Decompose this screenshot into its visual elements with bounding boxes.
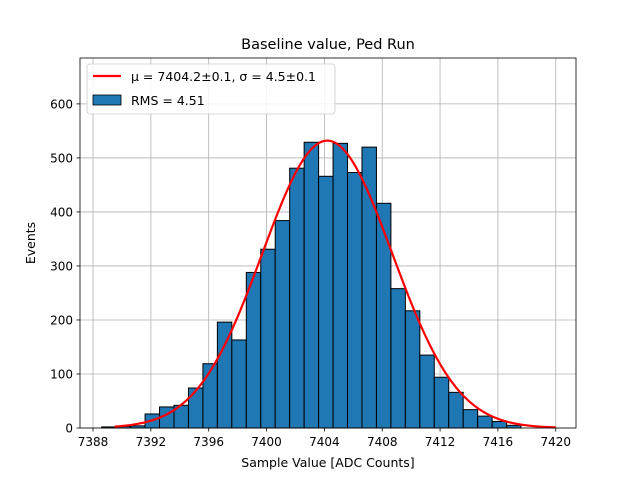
histogram-bar <box>361 146 377 429</box>
fit-curve <box>114 139 556 429</box>
histogram-bar <box>260 248 276 429</box>
histogram-bar <box>289 167 305 429</box>
histogram-bar <box>202 363 218 429</box>
histogram-bar <box>347 172 363 429</box>
histogram-bar <box>477 415 493 429</box>
histogram-bar <box>506 424 522 429</box>
histogram-bar <box>404 310 421 429</box>
histogram-bars <box>101 141 522 429</box>
x-tick-label: 7404 <box>309 435 340 449</box>
legend-box <box>86 63 336 115</box>
legend-histogram-swatch <box>92 94 122 106</box>
y-tick-label: 600 <box>50 97 73 111</box>
histogram-bar <box>448 391 464 429</box>
histogram-bar <box>390 288 406 429</box>
gaussian-fit <box>114 139 556 429</box>
histogram-bar <box>187 387 204 429</box>
y-tick-label: 100 <box>50 367 73 381</box>
y-tick-label: 200 <box>50 313 73 327</box>
histogram-bar <box>216 321 233 429</box>
x-tick-label: 7408 <box>367 435 398 449</box>
x-tick-label: 7412 <box>425 435 456 449</box>
y-tick-label: 300 <box>50 259 73 273</box>
histogram-bar <box>419 354 435 429</box>
histogram-bar <box>332 142 349 429</box>
legend-rms-label: RMS = 4.51 <box>131 93 205 108</box>
histogram-bar <box>318 175 334 429</box>
legend-fit-label: μ = 7404.2±0.1, σ = 4.5±0.1 <box>131 69 316 84</box>
y-tick-label: 400 <box>50 205 73 219</box>
histogram-bar <box>231 339 247 429</box>
x-tick-label: 7388 <box>78 435 109 449</box>
histogram-bar <box>375 202 392 429</box>
y-tick-label: 500 <box>50 151 73 165</box>
x-tick-label: 7420 <box>540 435 571 449</box>
histogram-bar <box>303 141 320 429</box>
plot-frame <box>79 57 577 429</box>
x-tick-label: 7400 <box>251 435 282 449</box>
chart-title: Baseline value, Ped Run <box>241 37 415 53</box>
axis-ticks: 7388 7392 7396 7400 7404 7408 7412 7416 7420 0 100… <box>50 97 571 449</box>
x-tick-label: 7396 <box>193 435 224 449</box>
histogram-bar <box>433 376 450 429</box>
y-axis-label: Events <box>23 222 38 264</box>
histogram-bar <box>491 421 508 429</box>
y-tick-label: 0 <box>65 422 73 436</box>
x-tick-label: 7392 <box>136 435 167 449</box>
histogram-bar <box>245 271 262 429</box>
x-tick-label: 7416 <box>483 435 514 449</box>
histogram-bar <box>462 409 479 429</box>
x-axis-label: Sample Value [ADC Counts] <box>241 455 414 470</box>
legend: μ = 7404.2±0.1, σ = 4.5±0.1 RMS = 4.51 <box>86 63 336 115</box>
histogram-bar <box>274 220 291 429</box>
